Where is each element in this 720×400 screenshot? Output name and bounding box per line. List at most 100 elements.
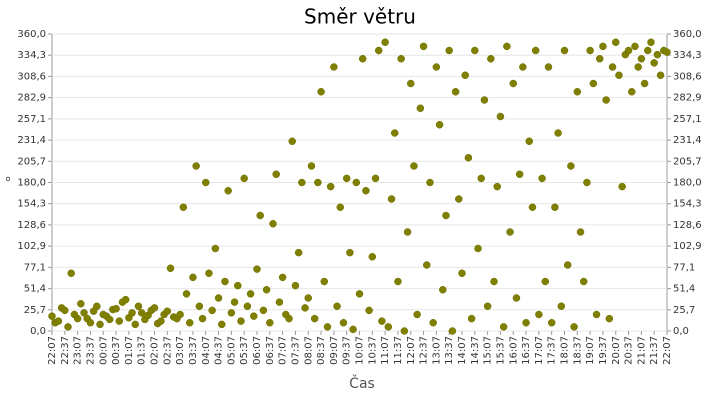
data-point <box>541 277 550 286</box>
data-point <box>224 187 232 195</box>
data-point <box>134 302 143 310</box>
x-tick-label: 07:07 <box>278 336 289 365</box>
x-tick-label: 05:37 <box>239 336 250 365</box>
data-point <box>234 281 242 290</box>
data-point <box>214 294 223 302</box>
data-point <box>185 319 194 327</box>
data-point <box>176 310 184 319</box>
data-point <box>301 304 309 312</box>
x-tick-label: 00:37 <box>111 336 122 365</box>
y2-tick-label: 154,3 <box>673 199 702 210</box>
data-point <box>512 294 521 302</box>
y2-tick-label: 102,9 <box>673 241 702 252</box>
data-point <box>198 314 207 323</box>
x-tick-label: 08:37 <box>316 336 327 365</box>
y2-tick-label: 308,6 <box>673 71 702 82</box>
data-point <box>455 195 463 203</box>
x-tick-label: 23:07 <box>73 336 84 365</box>
data-point <box>522 319 530 327</box>
y-tick-label: 231,4 <box>17 135 46 146</box>
data-point <box>362 187 370 195</box>
y-tick-label: 51,4 <box>24 284 46 295</box>
x-tick-label: 09:07 <box>329 336 340 365</box>
data-point <box>275 298 284 306</box>
data-point <box>451 88 460 96</box>
y2-tick-label: 180,0 <box>673 178 702 189</box>
x-tick-label: 12:07 <box>406 336 417 365</box>
x-tick-label: 03:07 <box>175 336 186 365</box>
x-tick-label: 23:37 <box>85 336 96 365</box>
data-point <box>419 42 428 51</box>
y2-tick-label: 25,7 <box>673 305 695 316</box>
x-tick-label: 20:37 <box>624 336 635 365</box>
data-point <box>560 46 569 55</box>
data-point <box>192 162 200 170</box>
data-point <box>189 273 197 282</box>
data-point <box>586 46 594 55</box>
data-point <box>121 295 130 304</box>
x-tick-label: 18:37 <box>572 336 583 365</box>
data-point <box>378 317 386 325</box>
data-point <box>278 273 287 282</box>
data-point <box>608 63 617 71</box>
x-tick-label: 10:37 <box>367 336 378 365</box>
data-point <box>554 129 562 137</box>
data-point <box>471 46 479 55</box>
x-tick-label: 17:07 <box>534 336 545 365</box>
data-point <box>589 79 598 88</box>
data-point <box>333 302 341 310</box>
data-point <box>314 178 322 187</box>
x-tick-label: 01:07 <box>124 336 135 365</box>
data-point <box>371 174 380 183</box>
data-point <box>656 71 665 79</box>
y-tick-label: 257,1 <box>17 114 46 125</box>
data-point <box>131 320 140 329</box>
data-point <box>519 63 527 71</box>
data-point <box>544 63 553 71</box>
data-point <box>599 42 607 51</box>
data-point <box>339 319 348 327</box>
data-point <box>330 63 338 71</box>
data-point <box>439 286 447 294</box>
y2-tick-label: 282,9 <box>673 93 702 104</box>
data-point <box>407 79 415 88</box>
data-point <box>435 121 444 129</box>
data-point <box>618 182 626 191</box>
y-tick-label: 360,0 <box>17 29 46 40</box>
data-point <box>477 174 485 183</box>
data-point <box>294 248 303 257</box>
data-point <box>490 277 498 286</box>
x-axis-title: Čas <box>349 374 375 392</box>
x-tick-label: 04:07 <box>201 336 212 365</box>
data-point <box>61 306 69 315</box>
x-tick-label: 10:07 <box>355 336 366 365</box>
data-point <box>205 269 213 277</box>
x-tick-label: 07:37 <box>290 336 301 365</box>
data-point <box>531 46 540 55</box>
data-point <box>647 38 655 46</box>
data-point <box>182 290 191 298</box>
x-tick-label: 13:07 <box>431 336 442 365</box>
chart-title: Směr větru <box>304 5 416 29</box>
y-tick-label: 282,9 <box>17 93 46 104</box>
data-point <box>458 269 466 277</box>
data-point <box>163 307 172 315</box>
y-tick-label: 180,0 <box>17 178 46 189</box>
data-point <box>346 248 354 257</box>
data-point <box>179 203 188 211</box>
data-point <box>493 182 501 191</box>
data-point <box>105 315 114 324</box>
data-point <box>80 309 88 317</box>
data-point <box>259 306 268 315</box>
data-point <box>410 162 418 170</box>
data-point <box>390 129 399 137</box>
data-point <box>317 88 325 96</box>
data-point <box>653 50 662 59</box>
data-point <box>384 323 393 331</box>
y2-tick-label: 205,7 <box>673 156 702 167</box>
data-point <box>355 290 364 298</box>
data-point <box>394 277 402 286</box>
x-tick-label: 00:07 <box>98 336 109 365</box>
data-point <box>218 320 226 329</box>
